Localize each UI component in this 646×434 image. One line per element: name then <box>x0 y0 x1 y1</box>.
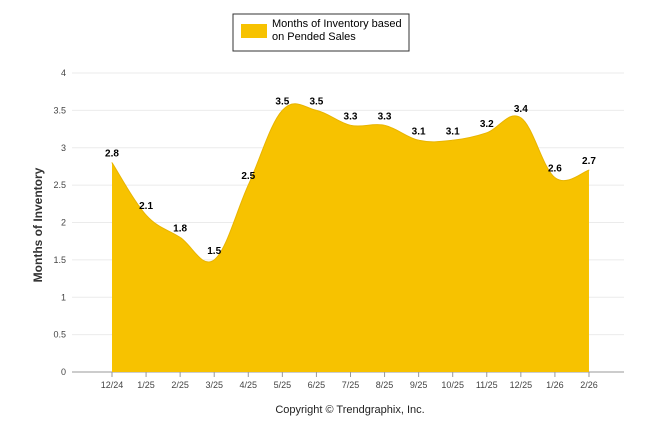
x-tick-label: 3/25 <box>205 380 223 390</box>
data-label: 3.1 <box>412 126 426 137</box>
y-tick-label: 0.5 <box>53 330 66 340</box>
data-point <box>349 124 351 126</box>
data-point <box>554 177 556 179</box>
area-line <box>111 103 590 263</box>
y-tick-label: 1.5 <box>53 255 66 265</box>
y-axis-label: Months of Inventory <box>31 167 45 282</box>
legend-label-line-2: on Pended Sales <box>272 31 356 43</box>
y-tick-label: 4 <box>61 68 66 78</box>
data-label: 1.8 <box>173 223 187 234</box>
data-point <box>418 139 420 141</box>
data-label: 3.3 <box>378 111 392 122</box>
data-label: 2.7 <box>582 156 596 167</box>
x-tick-label: 7/25 <box>342 380 360 390</box>
x-tick-label: 2/25 <box>171 380 189 390</box>
x-tick-label: 8/25 <box>376 380 394 390</box>
data-point <box>213 259 215 261</box>
area-fill <box>112 103 589 372</box>
data-point <box>588 169 590 171</box>
legend-swatch <box>241 24 267 38</box>
data-point <box>315 109 317 111</box>
data-label: 3.1 <box>446 126 460 137</box>
data-label: 3.4 <box>514 104 528 115</box>
x-tick-label: 11/25 <box>476 380 498 390</box>
x-tick-label: 10/25 <box>441 380 464 390</box>
data-point <box>111 162 113 164</box>
x-tick-label: 5/25 <box>274 380 292 390</box>
data-label: 2.8 <box>105 149 119 160</box>
data-point <box>179 236 181 238</box>
data-point <box>520 117 522 119</box>
x-axis-ticks: 12/24 1/25 2/25 3/25 4/25 5/25 6/25 7/25 8/25 9/2… <box>101 372 598 390</box>
data-point <box>384 124 386 126</box>
data-point <box>145 214 147 216</box>
data-label: 2.1 <box>139 201 153 212</box>
data-label: 3.2 <box>480 119 494 130</box>
x-tick-label: 9/25 <box>410 380 428 390</box>
x-tick-label: 12/24 <box>101 380 124 390</box>
y-axis-ticks: 0 0.5 1 1.5 2 2.5 3 3.5 4 <box>53 68 66 377</box>
y-tick-label: 1 <box>61 292 66 302</box>
x-tick-label: 1/26 <box>546 380 564 390</box>
data-label: 3.5 <box>309 96 323 107</box>
x-tick-label: 12/25 <box>510 380 533 390</box>
legend-label-line-1: Months of Inventory based <box>272 18 402 30</box>
y-tick-label: 3 <box>61 143 66 153</box>
x-tick-label: 6/25 <box>308 380 326 390</box>
x-tick-label: 2/26 <box>580 380 598 390</box>
data-point <box>486 132 488 134</box>
x-tick-label: 1/25 <box>137 380 155 390</box>
legend: Months of Inventory based on Pended Sale… <box>232 13 410 52</box>
data-label: 3.5 <box>275 96 289 107</box>
data-point <box>281 109 283 111</box>
y-tick-label: 2 <box>61 218 66 228</box>
y-tick-label: 0 <box>61 367 66 377</box>
data-label: 1.5 <box>207 246 221 257</box>
data-point <box>247 184 249 186</box>
data-labels: 2.8 2.1 1.8 1.5 2.5 3.5 3.5 3.3 3.3 3.1 3.1 3.2 3.4 2… <box>105 96 596 257</box>
copyright-footer: Copyright © Trendgraphix, Inc. <box>275 404 424 416</box>
x-tick-label: 4/25 <box>240 380 258 390</box>
data-point <box>452 139 454 141</box>
data-label: 2.6 <box>548 164 562 175</box>
data-label: 2.5 <box>241 171 255 182</box>
y-tick-label: 3.5 <box>53 105 66 115</box>
y-tick-label: 2.5 <box>53 180 66 190</box>
data-label: 3.3 <box>344 111 358 122</box>
area-series <box>111 103 590 372</box>
